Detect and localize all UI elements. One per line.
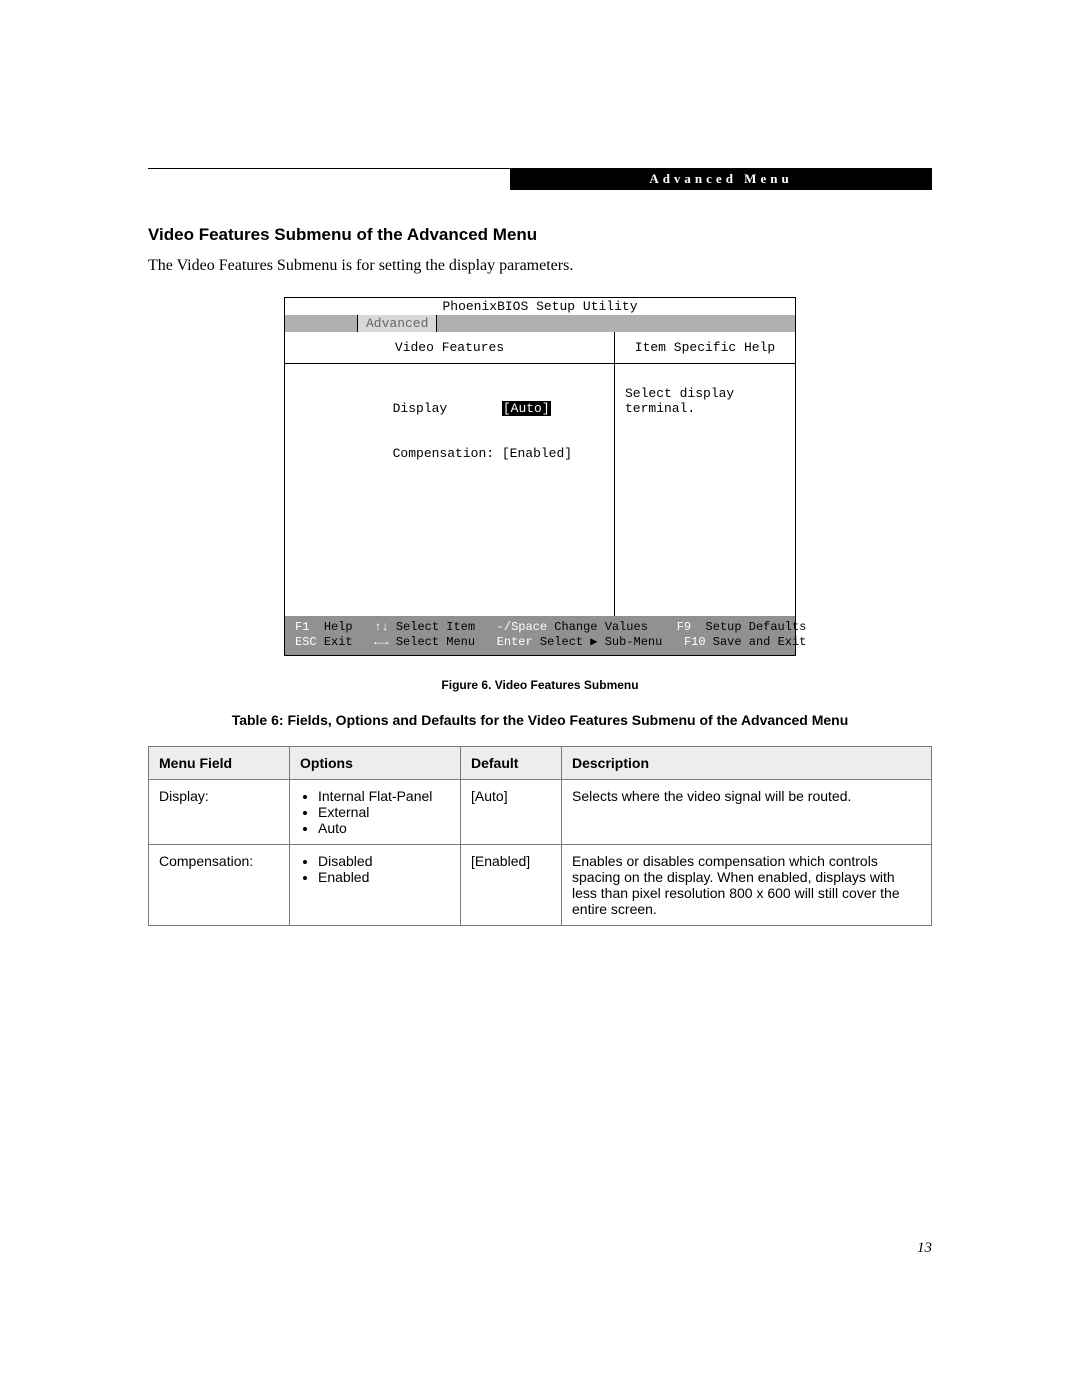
opt: External (318, 804, 450, 820)
bios-help-text: Select display terminal. (615, 364, 795, 616)
data-table: Menu Field Options Default Description D… (148, 746, 932, 926)
bios-tab-advanced: Advanced (357, 315, 437, 332)
table-caption: Table 6: Fields, Options and Defaults fo… (148, 712, 932, 728)
th-description: Description (562, 747, 932, 780)
opt: Auto (318, 820, 450, 836)
bios-label-setup-defaults: Setup Defaults (706, 620, 807, 634)
cell-default: [Enabled] (461, 845, 562, 926)
cell-default: [Auto] (461, 780, 562, 845)
opt: Internal Flat-Panel (318, 788, 450, 804)
bios-left-header: Video Features (285, 332, 614, 364)
cell-desc: Selects where the video signal will be r… (562, 780, 932, 845)
th-menu-field: Menu Field (149, 747, 290, 780)
opt: Disabled (318, 853, 450, 869)
bios-key-f9: F9 (677, 620, 691, 634)
bios-key-f10: F10 (684, 635, 706, 649)
bios-left-content: Display [Auto] Compensation: [Enabled] (285, 364, 614, 616)
section-title: Video Features Submenu of the Advanced M… (148, 225, 932, 245)
cell-field: Compensation: (149, 845, 290, 926)
cell-options: Internal Flat-Panel External Auto (290, 780, 461, 845)
bios-key-leftright: ←→ (374, 635, 388, 649)
bios-label-select-menu: Select Menu (396, 635, 475, 649)
opt: Enabled (318, 869, 450, 885)
page-number: 13 (917, 1240, 932, 1257)
bios-key-updown: ↑↓ (374, 620, 388, 634)
bios-label-help: Help (324, 620, 353, 634)
bios-title: PhoenixBIOS Setup Utility (285, 298, 795, 315)
bios-label-change-values: Change Values (554, 620, 648, 634)
cell-options: Disabled Enabled (290, 845, 461, 926)
bios-screenshot: PhoenixBIOS Setup Utility Advanced Video… (284, 297, 796, 656)
figure-caption: Figure 6. Video Features Submenu (148, 678, 932, 692)
bios-right-header: Item Specific Help (615, 332, 795, 364)
bios-label-submenu: Select ▶ Sub-Menu (540, 635, 662, 649)
bios-item-0-label: Display (393, 401, 448, 416)
table-row: Compensation: Disabled Enabled [Enabled]… (149, 845, 932, 926)
bios-key-space: -/Space (497, 620, 547, 634)
bios-label-exit: Exit (324, 635, 353, 649)
bios-item-0-value: [Auto] (502, 401, 551, 416)
bios-footer: F1 Help ↑↓ Select Item -/Space Change Va… (285, 616, 795, 655)
bios-label-select-item: Select Item (396, 620, 475, 634)
th-options: Options (290, 747, 461, 780)
bios-tab-bar: Advanced (285, 315, 795, 332)
bios-key-f1: F1 (295, 620, 309, 634)
bios-item-1-label: Compensation: (393, 446, 494, 461)
th-default: Default (461, 747, 562, 780)
section-intro: The Video Features Submenu is for settin… (148, 257, 932, 275)
cell-field: Display: (149, 780, 290, 845)
bios-key-esc: ESC (295, 635, 317, 649)
header-bar: Advanced Menu (510, 168, 932, 190)
table-row: Display: Internal Flat-Panel External Au… (149, 780, 932, 845)
bios-item-1-value: [Enabled] (502, 446, 572, 461)
bios-key-enter: Enter (497, 635, 533, 649)
bios-label-save-exit: Save and Exit (713, 635, 807, 649)
cell-desc: Enables or disables compensation which c… (562, 845, 932, 926)
